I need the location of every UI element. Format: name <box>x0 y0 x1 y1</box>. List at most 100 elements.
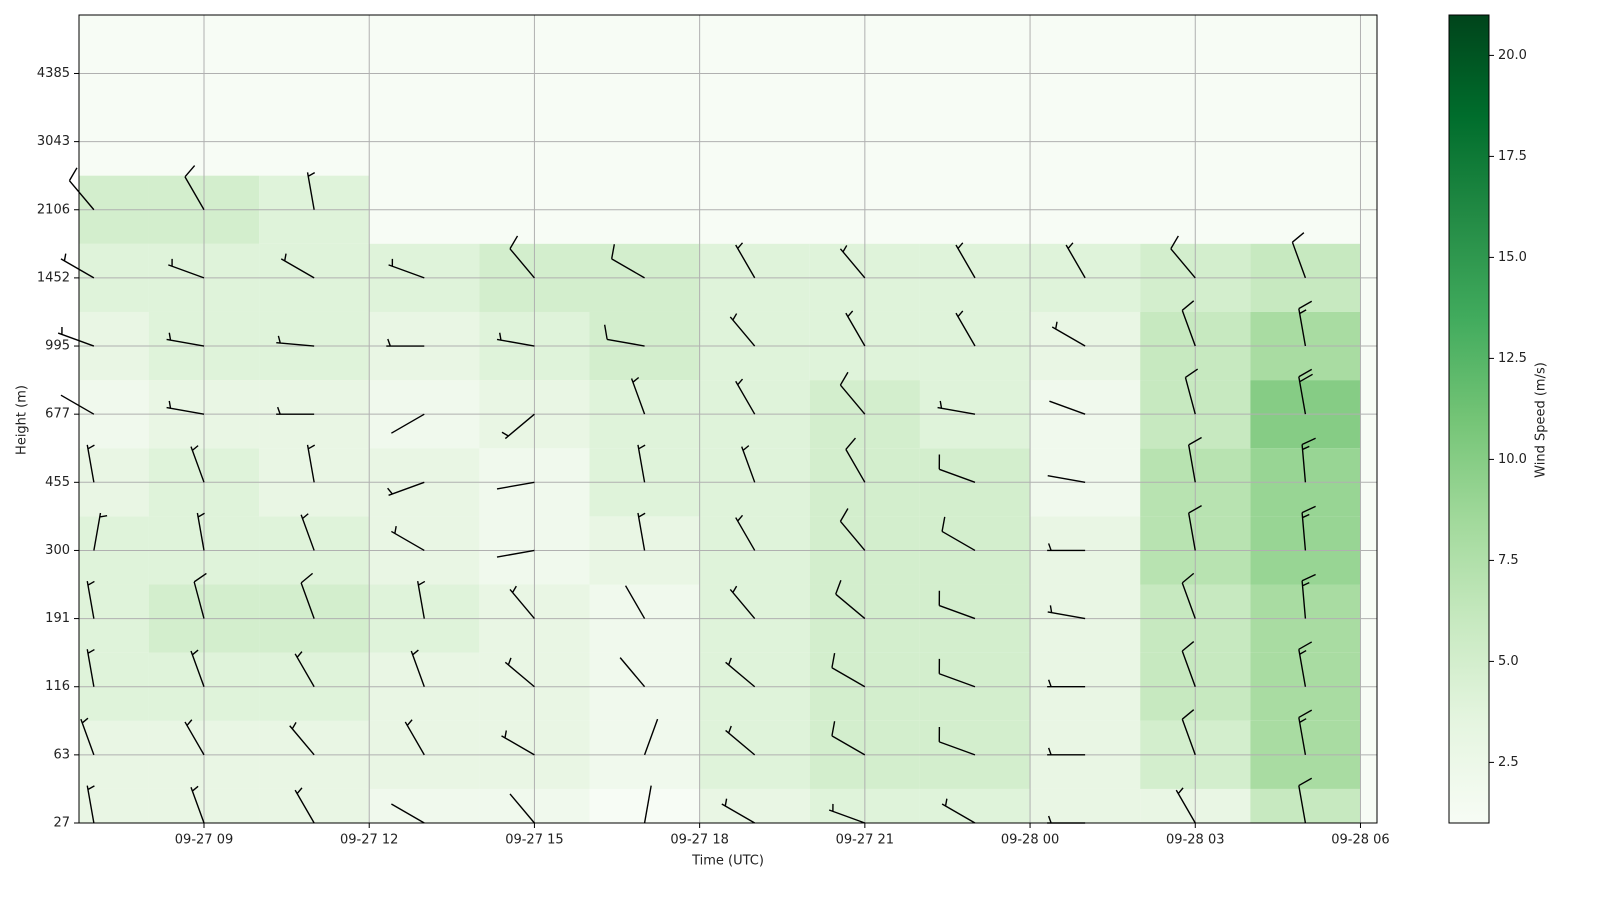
wind-barb <box>1181 300 1196 347</box>
wind-barb <box>93 512 108 551</box>
wind-barb <box>306 171 316 210</box>
wind-barb <box>86 444 95 483</box>
colorbar-tick-label: 7.5 <box>1498 553 1519 568</box>
heatmap-cell <box>699 788 810 823</box>
wind-barb <box>1298 368 1313 415</box>
wind-barb <box>166 332 205 347</box>
wind-barb <box>729 585 756 620</box>
wind-barb <box>619 657 646 688</box>
y-axis-label: Height (m) <box>15 385 30 455</box>
wind-barb <box>60 253 95 279</box>
x-tick-label: 09-27 09 <box>175 833 233 848</box>
y-tick-label: 300 <box>45 543 70 558</box>
wind-barb <box>86 648 95 687</box>
wind-barb <box>941 798 976 824</box>
x-tick-label: 09-28 06 <box>1331 833 1389 848</box>
wind-barb <box>721 798 756 824</box>
wind-barb <box>1298 777 1313 824</box>
wind-barb <box>1065 242 1086 279</box>
wind-barb <box>1301 573 1316 619</box>
wind-barb <box>637 444 646 483</box>
wind-barb <box>735 378 756 415</box>
y-tick-label: 191 <box>45 611 70 626</box>
wind-barb <box>831 721 866 756</box>
wind-barb <box>294 787 315 824</box>
wind-barb <box>741 445 756 483</box>
wind-barb <box>839 245 866 279</box>
wind-barb <box>196 512 205 551</box>
wind-barb <box>637 512 646 551</box>
colorbar-tick-label: 20.0 <box>1498 48 1527 63</box>
wind-barb <box>1047 475 1086 483</box>
wind-barb <box>184 719 205 756</box>
wind-barb <box>955 242 976 279</box>
x-tick-label: 09-27 12 <box>340 833 398 848</box>
heatmap-cell <box>79 788 149 823</box>
y-tick-label: 455 <box>45 475 70 490</box>
y-tick-label: 1452 <box>37 270 70 285</box>
wind-barb <box>1049 400 1086 415</box>
heatmap-cell <box>1030 788 1141 823</box>
wind-barb <box>496 549 535 558</box>
wind-barb <box>1170 235 1196 279</box>
wind-barb <box>391 526 425 552</box>
wind-barb <box>1047 747 1086 756</box>
wind-barb <box>938 658 976 688</box>
x-axis-label: Time (UTC) <box>691 854 764 869</box>
wind-barb <box>504 657 535 688</box>
wind-barb <box>306 444 316 483</box>
wind-barb <box>938 590 976 620</box>
wind-barb <box>1184 368 1199 415</box>
wind-barb <box>643 785 652 824</box>
y-tick-label: 4385 <box>37 66 70 81</box>
wind-barb <box>735 514 756 551</box>
heatmap-cell <box>259 788 370 823</box>
wind-barb <box>1187 505 1202 551</box>
heatmap-cell <box>369 788 480 823</box>
y-tick-label: 3043 <box>37 134 70 149</box>
wind-barb <box>80 717 95 756</box>
wind-barb <box>1291 232 1307 279</box>
wind-barb <box>835 579 866 620</box>
wind-barb <box>624 585 646 619</box>
wind-barb <box>391 413 425 434</box>
x-tick-label: 09-27 21 <box>836 833 894 848</box>
wind-barb <box>603 324 645 347</box>
y-tick-label: 27 <box>53 816 70 831</box>
wind-barb <box>300 572 315 619</box>
wind-barb <box>294 651 315 688</box>
wind-barb <box>955 310 976 347</box>
wind-barb <box>509 235 535 279</box>
wind-barb <box>1051 321 1086 347</box>
wind-barb <box>193 572 207 619</box>
x-tick-label: 09-27 18 <box>670 833 728 848</box>
y-tick-label: 2106 <box>37 202 70 217</box>
heatmap-cell <box>919 788 1031 823</box>
wind-barb <box>68 167 95 211</box>
wind-barb <box>839 371 866 415</box>
x-tick-label: 09-28 00 <box>1001 833 1059 848</box>
wind-barb <box>1181 572 1196 619</box>
wind-barb <box>941 516 976 552</box>
heatmap-cell <box>589 788 700 823</box>
wind-barb <box>1181 709 1196 756</box>
y-tick-label: 677 <box>45 407 70 422</box>
x-tick-label: 09-28 03 <box>1166 833 1224 848</box>
wind-barb <box>845 310 866 347</box>
wind-barb <box>1047 543 1086 552</box>
wind-barb <box>1298 641 1313 687</box>
wind-barb <box>190 785 205 824</box>
wind-barb <box>190 445 205 483</box>
wind-barb <box>725 725 756 756</box>
wind-barb <box>630 376 646 415</box>
wind-barb <box>280 253 315 279</box>
wind-barb <box>391 803 425 824</box>
heatmap-cell <box>1250 788 1361 823</box>
y-tick-label: 116 <box>45 679 70 694</box>
wind-barb <box>289 722 315 756</box>
wind-barb <box>496 332 535 347</box>
y-tick-label: 995 <box>45 339 70 354</box>
wind-barb <box>501 413 535 440</box>
wind-barb <box>845 437 866 483</box>
